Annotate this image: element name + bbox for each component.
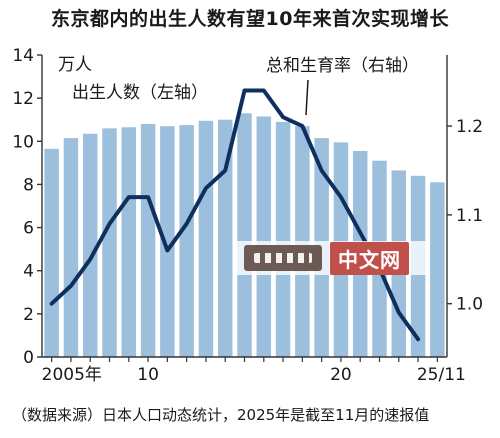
left-tick-label: 6	[23, 219, 34, 239]
left-tick-label: 0	[23, 348, 34, 368]
left-tick-label: 14	[12, 46, 34, 66]
bar-group	[44, 113, 445, 358]
birth-bar	[430, 182, 445, 357]
birth-bar	[256, 116, 272, 357]
birth-bar	[237, 113, 252, 357]
birth-bar	[160, 126, 175, 357]
left-axis-unit: 万人	[58, 55, 92, 75]
left-tick-label: 12	[12, 89, 34, 109]
birth-bar	[121, 127, 137, 357]
source-note: （数据来源）日本人口动态统计，2025年是截至11月的速报值	[12, 406, 430, 424]
birth-bar	[140, 124, 156, 358]
chart-title: 东京都内的出生人数有望10年来首次实现增长	[51, 8, 449, 30]
bar-series-label: 出生人数（左轴）	[72, 83, 208, 103]
watermark-text: 中文网	[330, 241, 409, 275]
birth-bar	[102, 128, 117, 357]
birth-bar	[275, 121, 291, 357]
line-series-label: 总和生育率（右轴）	[266, 56, 419, 76]
right-tick-label: 1.2	[456, 117, 483, 137]
left-tick-label: 2	[23, 305, 34, 325]
birth-bar	[63, 138, 79, 357]
x-tick-label: 10	[137, 365, 159, 385]
birth-bar	[82, 133, 98, 357]
left-tick-label: 10	[12, 132, 34, 152]
x-tick-label: 20	[330, 365, 352, 385]
right-tick-label: 1.1	[456, 206, 483, 226]
watermark-logo-icon	[244, 245, 322, 271]
left-tick-label: 8	[23, 175, 34, 195]
x-axis-ticks: 2005年 10 20 25/11	[42, 357, 466, 385]
tfr-line	[49, 88, 421, 342]
birth-bar	[179, 125, 194, 357]
right-tick-label: 1.0	[456, 295, 483, 315]
line-series-leader	[305, 79, 309, 116]
watermark: 中文网	[236, 241, 426, 275]
birth-bar	[217, 119, 233, 357]
left-tick-label: 4	[23, 262, 34, 282]
right-axis-ticks: 1.0 1.1 1.2	[447, 117, 483, 315]
x-tick-label: 25/11	[417, 365, 466, 385]
birth-bar	[44, 148, 59, 357]
birth-bar	[198, 120, 214, 358]
x-tick-label: 2005年	[42, 365, 102, 385]
left-axis-ticks: 0 2 4 6 8 10 12 14	[12, 46, 42, 368]
